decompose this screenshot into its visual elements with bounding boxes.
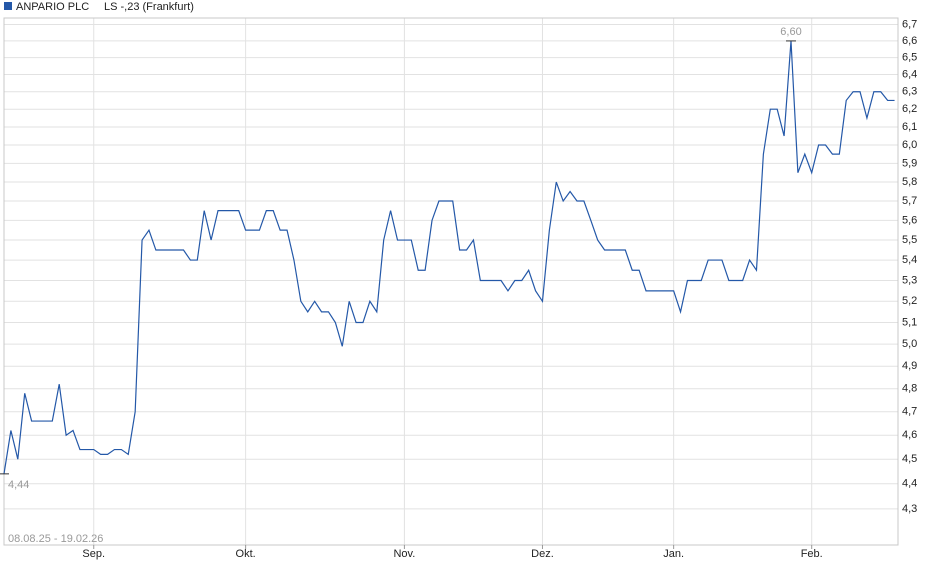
grid-layer (4, 18, 898, 545)
y-tick-label: 5,1 (902, 316, 917, 328)
y-tick-label: 4,9 (902, 360, 917, 372)
x-tick-label: Nov. (393, 548, 415, 560)
y-tick-label: 5,6 (902, 214, 917, 226)
y-tick-label: 5,5 (902, 234, 917, 246)
date-range: 08.08.25 - 19.02.26 (8, 533, 103, 545)
annotation-label: 4,44 (8, 479, 29, 491)
y-tick-label: 5,7 (902, 195, 917, 207)
x-tick-label: Feb. (801, 548, 823, 560)
y-tick-label: 6,6 (902, 35, 917, 47)
y-tick-label: 5,8 (902, 176, 917, 188)
price-line (3, 40, 895, 474)
y-tick-label: 4,4 (902, 478, 917, 490)
y-tick-label: 5,2 (902, 295, 917, 307)
y-tick-label: 6,2 (902, 103, 917, 115)
y-tick-label: 5,9 (902, 157, 917, 169)
y-tick-label: 5,3 (902, 274, 917, 286)
plot-frame (3, 17, 899, 546)
y-tick-label: 5,0 (902, 338, 917, 350)
legend-label: ANPARIO PLC (16, 1, 89, 13)
y-tick-label: 4,3 (902, 503, 917, 515)
legend-swatch (4, 2, 12, 10)
y-tick-label: 6,1 (902, 121, 917, 133)
y-tick-label: 4,8 (902, 383, 917, 395)
y-tick-label: 4,7 (902, 406, 917, 418)
y-tick-label: 5,4 (902, 254, 917, 266)
annotation-label: 6,60 (780, 26, 801, 38)
x-tick-label: Jan. (663, 548, 684, 560)
y-tick-label: 6,4 (902, 68, 917, 80)
y-tick-label: 6,3 (902, 86, 917, 98)
y-tick-label: 6,5 (902, 52, 917, 64)
x-tick-label: Sep. (82, 548, 105, 560)
x-tick-label: Okt. (236, 548, 256, 560)
x-tick-label: Dez. (531, 548, 554, 560)
y-tick-label: 4,5 (902, 453, 917, 465)
y-tick-label: 6,0 (902, 139, 917, 151)
y-tick-label: 4,6 (902, 429, 917, 441)
subtitle: LS -,23 (Frankfurt) (104, 1, 194, 13)
y-tick-label: 6,7 (902, 18, 917, 30)
